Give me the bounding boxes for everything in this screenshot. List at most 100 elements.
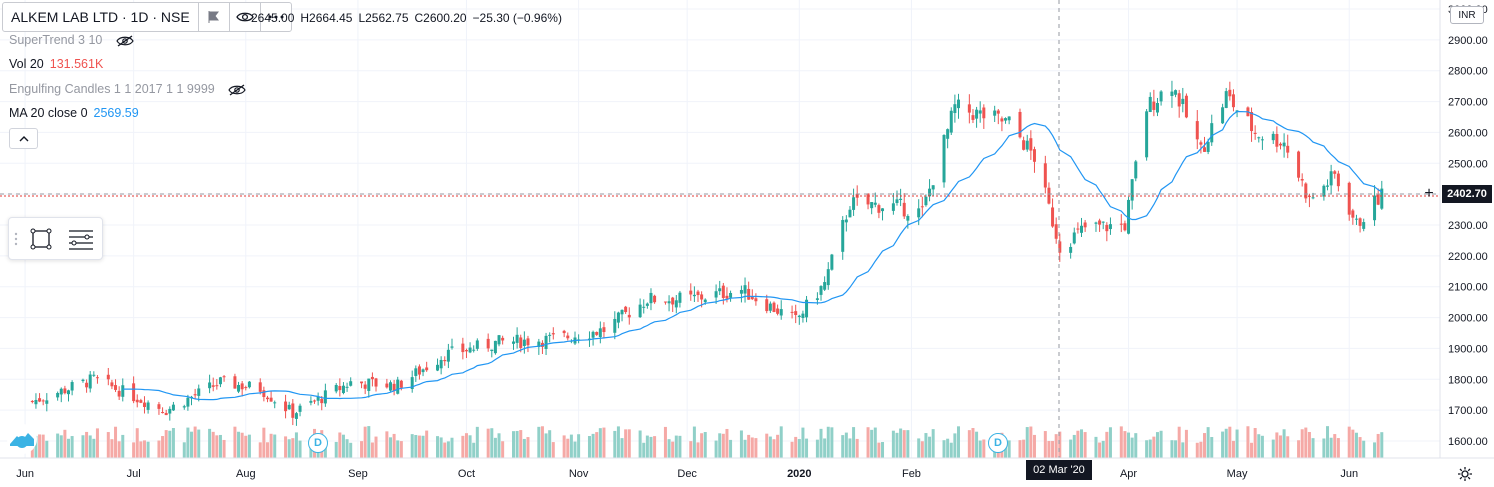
price-tick-label: 2200.00 [1448,251,1488,263]
volume-bar [497,433,501,458]
currency-badge[interactable]: INR [1450,6,1484,24]
candle-body [360,381,364,384]
volume-bar [591,433,595,458]
symbol-title[interactable]: ALKEM LAB LTD · 1D · NSE [11,9,190,25]
volume-bar [815,439,819,458]
volume-bar [645,435,649,458]
volume-bar [1231,440,1235,458]
volume-bar [56,433,60,458]
candle-body [721,285,725,298]
grid-lines [0,0,1440,458]
candle-body [1253,132,1257,134]
candle-body [1275,133,1279,147]
candle-body [157,404,161,409]
add-alert-button[interactable]: + [1424,185,1434,202]
volume-bar [117,441,121,458]
price-tick-label: 1900.00 [1448,343,1488,355]
candle-body [519,337,523,348]
rectangle-tool-button[interactable] [23,221,59,257]
volume-bar [146,441,150,458]
volume-bar [1235,429,1239,458]
candle-body [924,196,928,206]
candle-body [692,294,696,297]
dividend-event-marker[interactable]: D [988,433,1008,453]
price-axis[interactable]: 3000.002900.002800.002700.002600.002500.… [1448,4,1488,448]
candle-body [866,193,870,205]
candle-body [1058,241,1062,253]
tradingview-logo[interactable] [7,424,37,454]
drag-handle[interactable] [9,218,23,259]
collapse-legend-button[interactable] [9,128,38,149]
visibility-button[interactable] [228,3,260,31]
volume-bar [439,437,443,458]
drawing-toolbar[interactable] [8,217,103,260]
volume-bar [931,429,935,458]
volume-bar [747,434,751,458]
flag-button[interactable] [197,3,229,31]
candle-body [410,377,414,390]
indicator-supertrend[interactable]: SuperTrend 3 10 [9,33,134,47]
volume-bar [475,426,479,458]
candle-body [222,376,226,378]
candle-body [1022,140,1026,150]
lines-tool-icon [69,229,93,250]
candle-body [392,383,396,392]
time-axis[interactable]: Jun Jul Aug Sep Oct Nov Dec 2020 Feb Apr May Jun [16,468,1358,480]
candle-body [978,110,982,114]
candle-body [1329,171,1333,186]
candle-body [316,396,320,401]
price-tick-label: 2500.00 [1448,158,1488,170]
candle-body [1108,224,1112,230]
candle-body [92,374,96,376]
volume-bar [627,429,631,458]
volume-bar [873,427,877,458]
candle-body [1206,141,1210,152]
candle-body [805,299,809,318]
volume-bar [515,430,519,458]
volume-bar [1199,441,1203,458]
indicator-engulfing[interactable]: Engulfing Candles 1 1 2017 1 1 9999 [9,82,246,96]
volume-bar [573,441,577,458]
candle-body [363,384,367,389]
candle-body [754,298,758,302]
dividend-event-marker[interactable]: D [308,433,328,453]
volume-bar [1148,439,1152,458]
indicator-volume[interactable]: Vol 20 131.561K [9,57,103,71]
volume-bar [1326,426,1330,458]
candle-body [1199,142,1203,145]
eye-hidden-icon[interactable] [116,35,134,47]
volume-bar [135,428,139,458]
candle-body [1007,116,1011,121]
candle-body [273,402,277,404]
indicator-ma[interactable]: MA 20 close 0 2569.59 [9,106,139,120]
candle-body [211,385,215,387]
volume-bar [464,433,468,458]
candle-body [526,338,530,346]
symbol-legend[interactable]: ALKEM LAB LTD · 1D · NSE [2,2,292,32]
settings-button[interactable] [1455,464,1475,484]
volume-bar [269,433,273,458]
volume-bar [942,440,946,458]
volume-bar [425,430,429,458]
candle-body [1025,140,1029,150]
candle-body [993,110,997,116]
volume-bar [613,430,617,458]
lines-tool-button[interactable] [63,221,99,257]
candle-body [396,379,400,394]
volume-bar [642,442,646,458]
candle-body [931,185,935,190]
eye-hidden-icon[interactable] [228,84,246,96]
volume-bar [1159,430,1163,458]
candle-body [388,382,392,391]
candle-body [1072,232,1076,244]
candle-body [446,349,450,362]
candle-body [88,374,92,389]
time-tick-label: Sep [348,468,368,480]
more-button[interactable] [259,3,291,31]
volume-bar [577,434,581,458]
candle-body [1004,118,1008,121]
candle-body [624,306,628,313]
volume-bar [1058,431,1062,458]
volume-bar [450,437,454,458]
